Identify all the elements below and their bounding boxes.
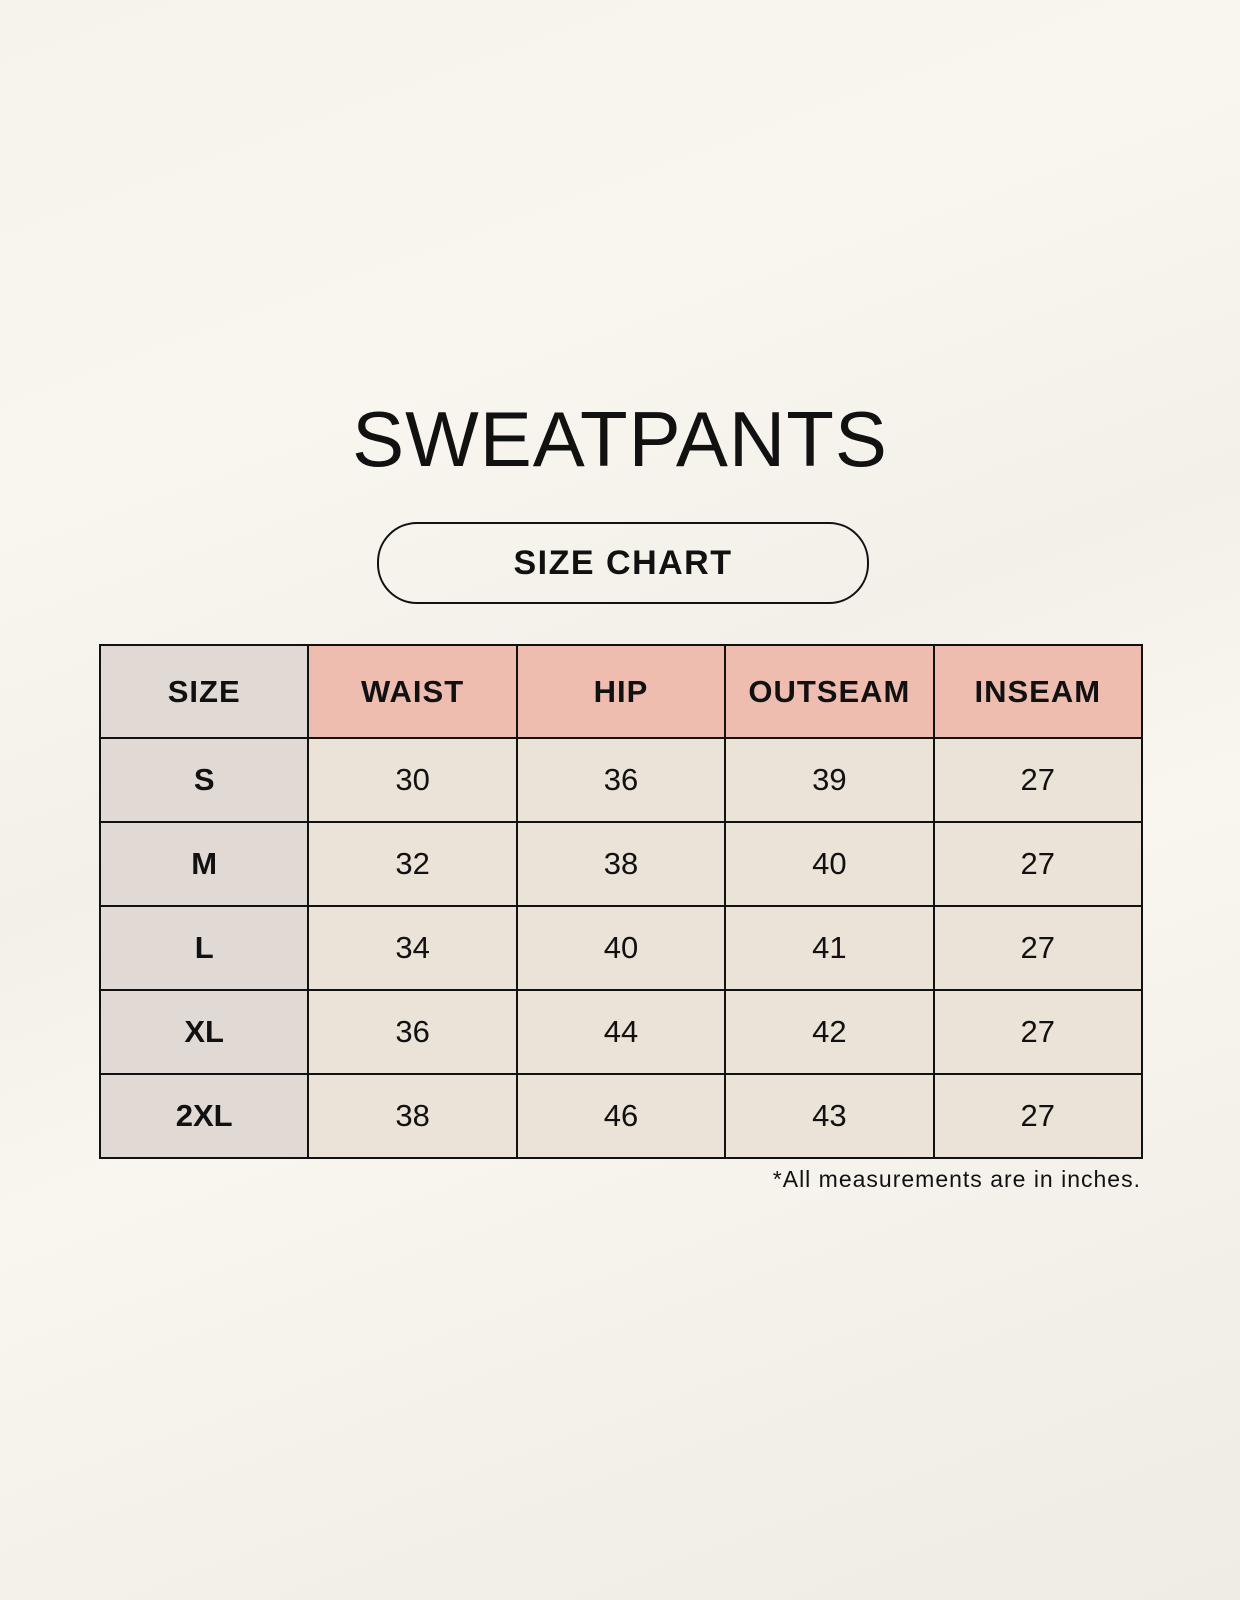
column-header-outseam: OUTSEAM [724, 644, 935, 739]
measurement-cell: 42 [724, 989, 935, 1075]
measurement-cell: 32 [307, 821, 518, 907]
table-row: L 34 40 41 27 [98, 905, 1144, 991]
measurement-cell: 40 [724, 821, 935, 907]
footnote: *All measurements are in inches. [772, 1166, 1141, 1192]
measurement-cell: 46 [515, 1073, 727, 1159]
column-header-waist: WAIST [307, 644, 518, 739]
column-header-hip: HIP [515, 644, 727, 739]
measurement-cell: 27 [932, 821, 1144, 907]
size-label: 2XL [98, 1073, 310, 1159]
measurement-cell: 43 [724, 1073, 935, 1159]
table-row: M 32 38 40 27 [98, 821, 1144, 907]
measurement-cell: 39 [724, 737, 935, 823]
measurement-cell: 41 [724, 905, 935, 991]
measurement-cell: 27 [932, 1073, 1144, 1159]
measurement-cell: 38 [515, 821, 727, 907]
measurement-cell: 27 [932, 905, 1144, 991]
table-row: S 30 36 39 27 [98, 737, 1144, 823]
measurement-cell: 38 [307, 1073, 518, 1159]
measurement-cell: 30 [307, 737, 518, 823]
measurement-cell: 34 [307, 905, 518, 991]
size-label: M [98, 821, 310, 907]
table-row: XL 36 44 42 27 [98, 989, 1144, 1075]
size-chart-table: SIZE WAIST HIP OUTSEAM INSEAM S 30 36 39 27 M 32 38… [98, 644, 1144, 1159]
measurement-cell: 36 [307, 989, 518, 1075]
page-title: SWEATPANTS [352, 395, 888, 483]
measurement-cell: 27 [932, 737, 1144, 823]
table-row: 2XL 38 46 43 27 [98, 1073, 1144, 1159]
measurement-cell: 44 [515, 989, 727, 1075]
measurement-cell: 36 [515, 737, 727, 823]
table-header-row: SIZE WAIST HIP OUTSEAM INSEAM [98, 644, 1144, 739]
measurement-cell: 27 [932, 989, 1144, 1075]
size-label: L [98, 905, 310, 991]
measurement-cell: 40 [515, 905, 727, 991]
size-chart-badge: SIZE CHART [377, 522, 869, 604]
size-label: S [98, 737, 310, 823]
column-header-inseam: INSEAM [932, 644, 1144, 739]
size-label: XL [98, 989, 310, 1075]
column-header-size: SIZE [98, 644, 310, 739]
